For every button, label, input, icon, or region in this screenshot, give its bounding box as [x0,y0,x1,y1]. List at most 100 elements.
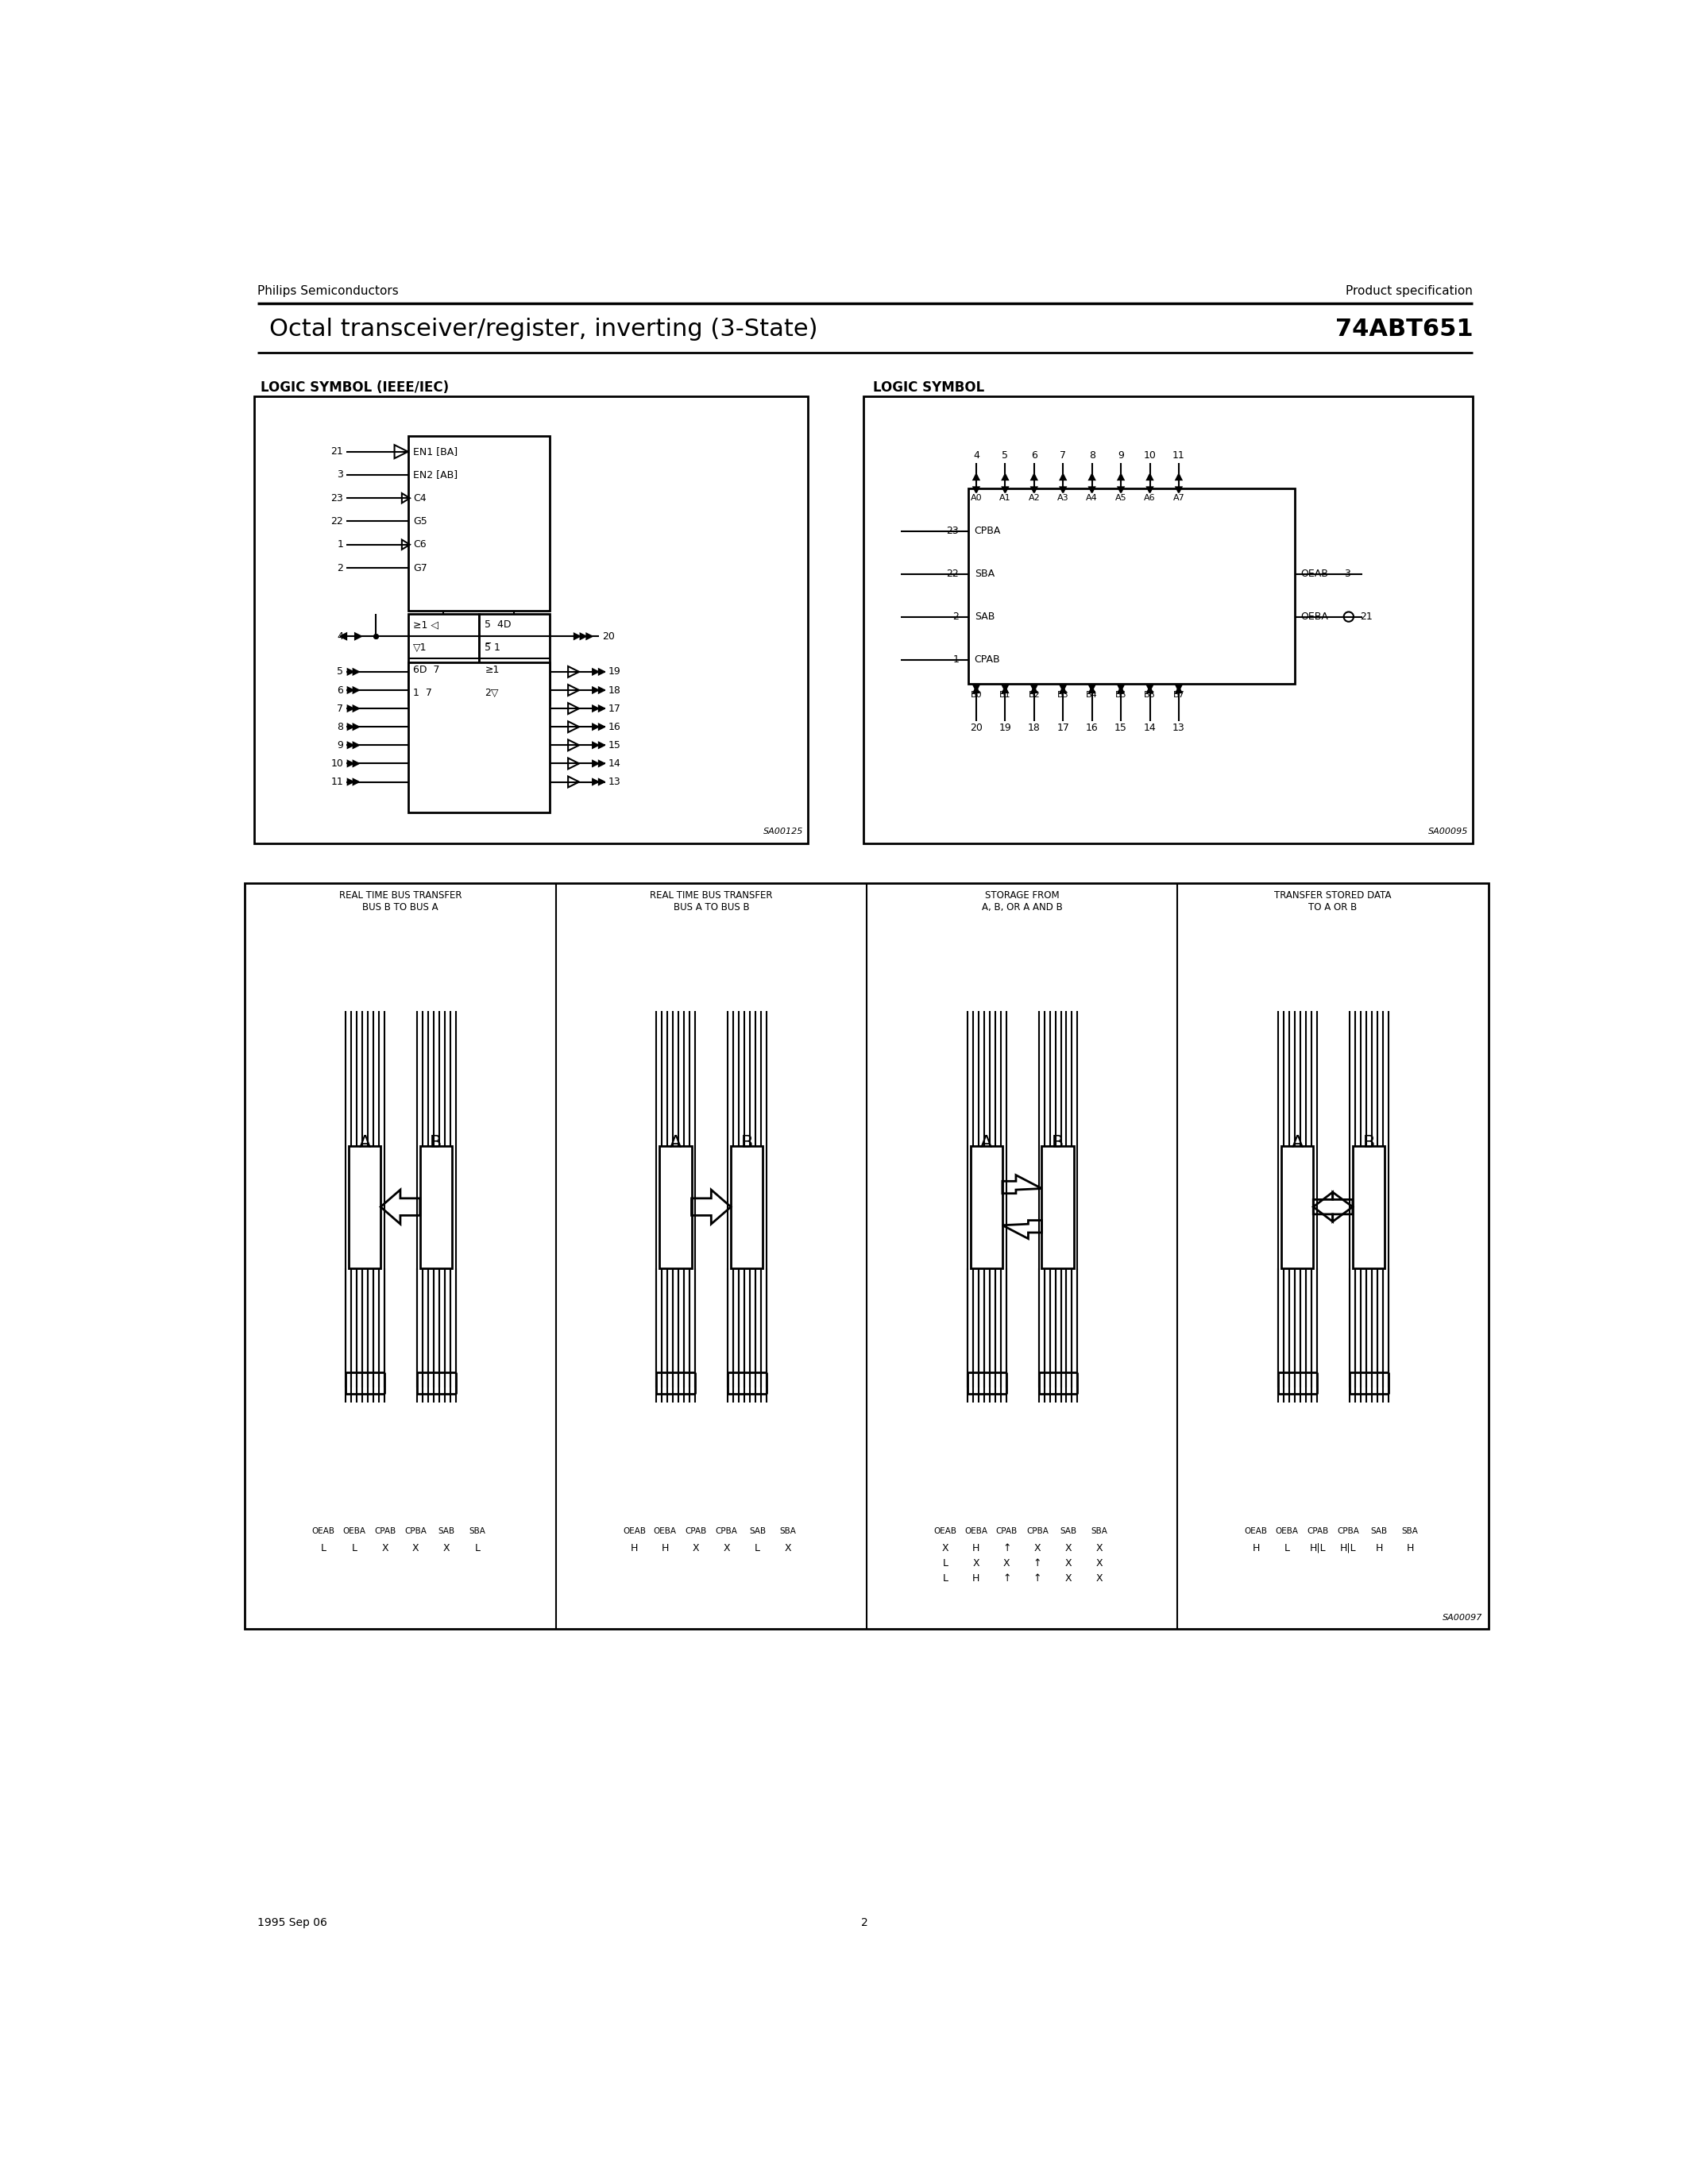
Text: 13: 13 [1173,723,1185,734]
Text: 1  7: 1 7 [414,688,432,697]
Text: X: X [1096,1557,1102,1568]
Polygon shape [974,474,979,480]
Bar [1041,1147,1074,1269]
Text: X: X [1065,1542,1072,1553]
Polygon shape [1031,688,1036,692]
Text: H: H [1406,1542,1413,1553]
Text: 14: 14 [608,758,621,769]
Text: X: X [1065,1557,1072,1568]
Text: 23: 23 [331,494,343,502]
Polygon shape [353,760,360,767]
Text: 6: 6 [1031,450,1036,461]
Text: 7: 7 [338,703,343,714]
Bar [255,397,809,843]
Polygon shape [348,705,353,712]
Polygon shape [1031,686,1036,690]
Bar [969,489,1295,684]
Text: H: H [1252,1542,1259,1553]
Text: B7: B7 [1173,690,1185,699]
Text: X: X [942,1542,949,1553]
Polygon shape [1177,474,1182,480]
Polygon shape [1060,686,1065,690]
Text: B3: B3 [1057,690,1069,699]
Text: CPAB: CPAB [685,1527,707,1535]
Text: B: B [1362,1136,1374,1151]
Text: A4: A4 [1085,494,1097,502]
Text: ↑: ↑ [1033,1557,1041,1568]
Text: 4: 4 [972,450,979,461]
Text: A: A [358,1136,371,1151]
Text: 1: 1 [952,655,959,664]
Text: 18: 18 [608,686,621,695]
Polygon shape [353,780,360,784]
Polygon shape [1117,487,1124,494]
Text: 6D  7: 6D 7 [414,664,439,675]
Text: A: A [981,1136,993,1151]
Text: 74ABT651: 74ABT651 [1335,319,1474,341]
Polygon shape [353,705,360,712]
Text: X: X [442,1542,451,1553]
Text: 8: 8 [1089,450,1096,461]
Bar [408,614,479,681]
Polygon shape [599,743,604,747]
Polygon shape [1060,688,1065,692]
Text: X: X [692,1542,699,1553]
Bar [408,437,550,612]
Polygon shape [599,725,604,729]
Text: SAB: SAB [749,1527,766,1535]
Polygon shape [592,743,598,747]
Polygon shape [592,668,598,675]
Bar [864,397,1474,843]
Polygon shape [1089,474,1096,480]
Text: X: X [785,1542,792,1553]
Text: B5: B5 [1116,690,1126,699]
Polygon shape [1177,686,1182,690]
Text: A6: A6 [1144,494,1156,502]
Text: 15: 15 [1114,723,1128,734]
Text: 6: 6 [338,686,343,695]
Text: EN1 [BA]: EN1 [BA] [414,446,457,456]
Polygon shape [1148,688,1153,692]
Polygon shape [348,743,353,747]
Polygon shape [1177,688,1182,692]
Bar [971,1147,1003,1269]
Polygon shape [353,725,360,729]
Text: 15: 15 [608,740,621,751]
Polygon shape [599,668,604,675]
Bar [349,1147,380,1269]
Text: OEBA: OEBA [1276,1527,1298,1535]
Polygon shape [348,688,353,692]
Polygon shape [353,688,360,692]
Bar [420,1147,452,1269]
Polygon shape [1117,688,1124,692]
Polygon shape [1117,686,1124,690]
Bar [408,681,479,703]
Text: 11: 11 [1173,450,1185,461]
Text: 4: 4 [338,631,343,642]
Text: SBA: SBA [469,1527,486,1535]
Text: X: X [412,1542,419,1553]
Bar [245,882,1489,1629]
Text: ≥1 ◁: ≥1 ◁ [414,620,439,629]
Polygon shape [1003,686,1008,690]
Text: A0: A0 [971,494,982,502]
Text: A7: A7 [1173,494,1185,502]
Polygon shape [581,633,586,640]
Text: STORAGE FROM
A, B, OR A AND B: STORAGE FROM A, B, OR A AND B [982,891,1062,913]
Text: CPAB: CPAB [996,1527,1018,1535]
Polygon shape [1148,487,1153,494]
Text: 21: 21 [1361,612,1372,622]
Text: OEBA: OEBA [964,1527,987,1535]
Text: H|L: H|L [1340,1542,1357,1553]
Text: H|L: H|L [1310,1542,1325,1553]
Text: A: A [1291,1136,1303,1151]
Text: SBA: SBA [1090,1527,1107,1535]
Text: 3: 3 [1344,568,1350,579]
Text: L: L [1285,1542,1290,1553]
Text: L: L [351,1542,356,1553]
Text: B: B [430,1136,442,1151]
Bar [731,1147,763,1269]
Text: B: B [741,1136,753,1151]
Text: 14: 14 [1143,723,1156,734]
Text: 16: 16 [608,721,621,732]
